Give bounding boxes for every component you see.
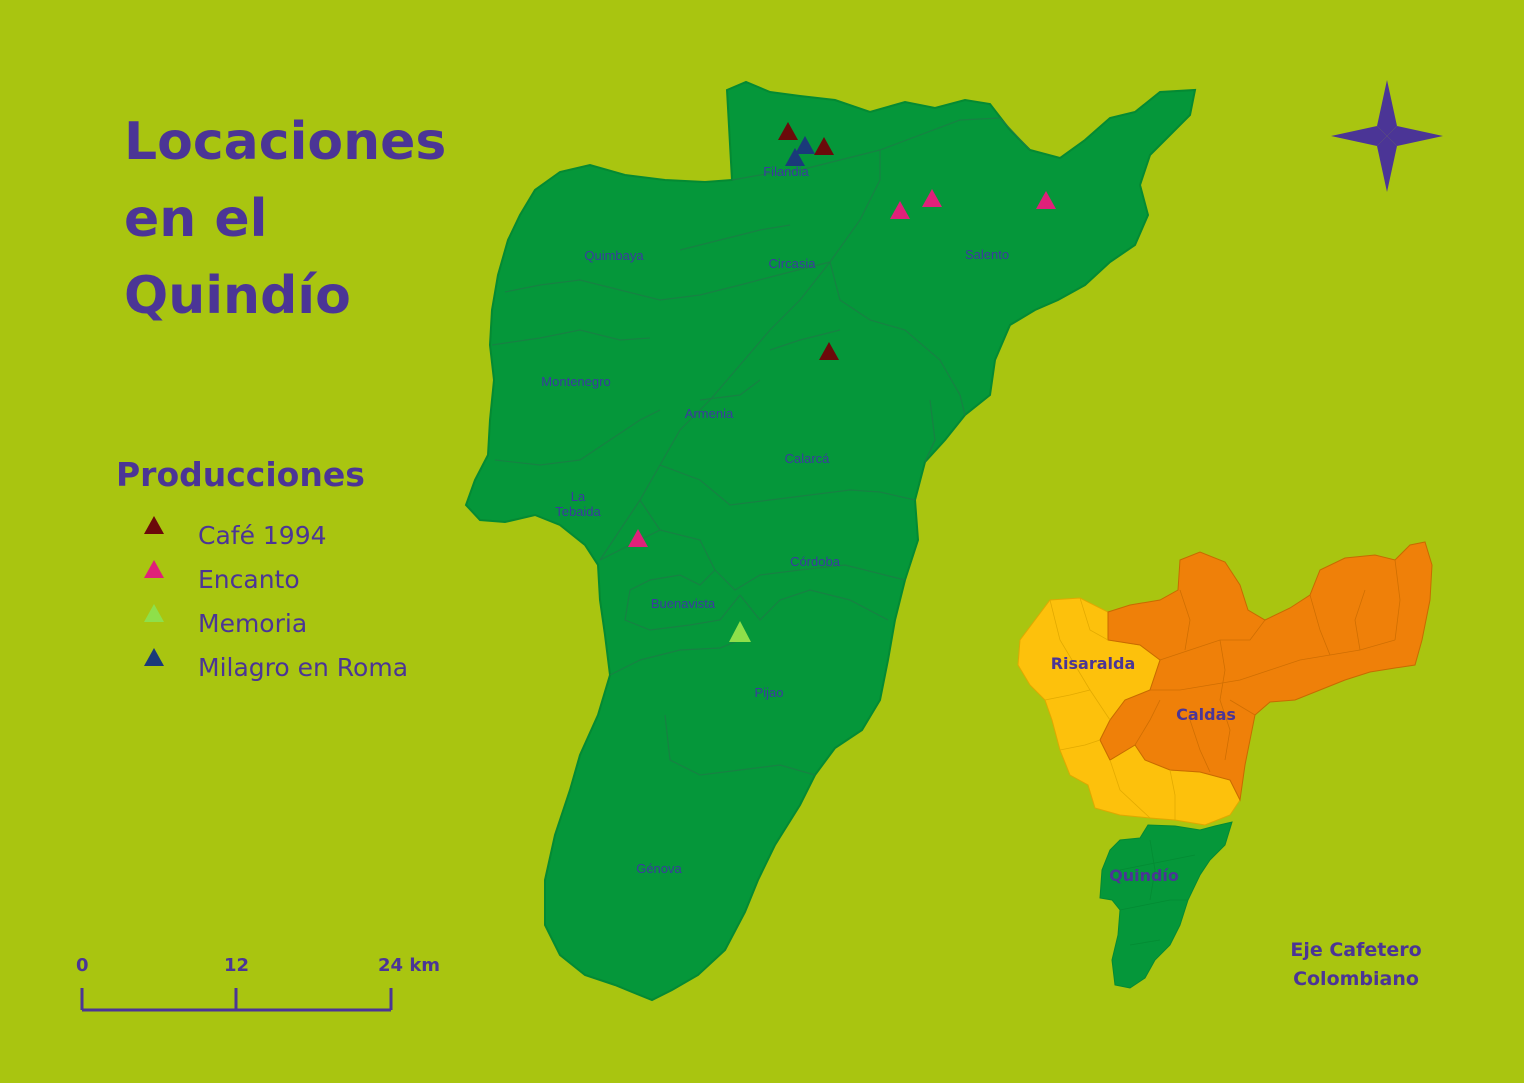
inset-caption: Eje Cafetero Colombiano bbox=[1276, 936, 1436, 994]
label-calarca: Calarcá bbox=[785, 451, 831, 466]
marker-encanto[interactable] bbox=[1036, 191, 1056, 209]
label-circasia: Circasia bbox=[769, 256, 817, 271]
location-markers bbox=[628, 122, 1056, 642]
label-armenia: Armenia bbox=[685, 406, 734, 421]
inset-caption-line-1: Eje Cafetero bbox=[1290, 939, 1422, 961]
title-line-3: Quindío bbox=[124, 266, 351, 326]
label-genova: Génova bbox=[636, 861, 682, 876]
legend-title: Producciones bbox=[116, 455, 365, 494]
scale-label-0: 0 bbox=[76, 955, 89, 976]
label-buenavista: Buenavista bbox=[651, 596, 716, 611]
label-salento: Salento bbox=[965, 247, 1009, 262]
scale-label-12: 12 bbox=[224, 955, 250, 976]
quindio-department-shape bbox=[464, 80, 1197, 1002]
legend-label: Milagro en Roma bbox=[198, 652, 409, 682]
scale-label-24: 24 km bbox=[378, 955, 441, 976]
map-title: Locaciones en el Quindío bbox=[124, 104, 446, 335]
label-pijao: Pijao bbox=[755, 685, 784, 700]
marker-cafe-1994[interactable] bbox=[814, 137, 834, 155]
marker-encanto[interactable] bbox=[628, 529, 648, 547]
label-cordoba: Córdoba bbox=[790, 554, 841, 569]
scale-bar bbox=[80, 988, 393, 1012]
label-filandia: Filandia bbox=[763, 164, 809, 179]
title-line-2: en el bbox=[124, 189, 268, 249]
label-la-tebaida-1: La bbox=[571, 489, 586, 504]
inset-label-quindio: Quindío bbox=[1109, 866, 1179, 885]
triangle-icon bbox=[144, 516, 164, 534]
triangle-icon bbox=[144, 560, 164, 578]
marker-milagro-en-roma[interactable] bbox=[785, 148, 805, 166]
marker-cafe-1994[interactable] bbox=[778, 122, 798, 140]
marker-encanto[interactable] bbox=[890, 201, 910, 219]
marker-encanto[interactable] bbox=[922, 189, 942, 207]
inset-label-caldas: Caldas bbox=[1176, 705, 1236, 724]
marker-milagro-en-roma[interactable] bbox=[795, 136, 815, 154]
inset-caption-line-2: Colombiano bbox=[1293, 968, 1419, 990]
municipality-boundaries bbox=[491, 117, 1031, 776]
legend-label: Café 1994 bbox=[198, 520, 327, 550]
marker-memoria[interactable] bbox=[729, 621, 751, 642]
triangle-icon bbox=[144, 648, 164, 666]
compass-rose-icon bbox=[1331, 80, 1443, 192]
inset-map: Risaralda Caldas Quindío bbox=[1017, 541, 1433, 989]
legend-label: Memoria bbox=[198, 608, 308, 638]
label-quimbaya: Quimbaya bbox=[584, 248, 644, 263]
marker-cafe-1994[interactable] bbox=[819, 342, 839, 360]
label-montenegro: Montenegro bbox=[541, 374, 610, 389]
triangle-icon bbox=[144, 604, 164, 622]
legend-label: Encanto bbox=[198, 564, 300, 594]
inset-quindio-shape bbox=[1099, 821, 1233, 989]
inset-label-risaralda: Risaralda bbox=[1051, 654, 1136, 673]
title-line-1: Locaciones bbox=[124, 112, 447, 172]
label-la-tebaida-2: Tebaida bbox=[555, 504, 601, 519]
